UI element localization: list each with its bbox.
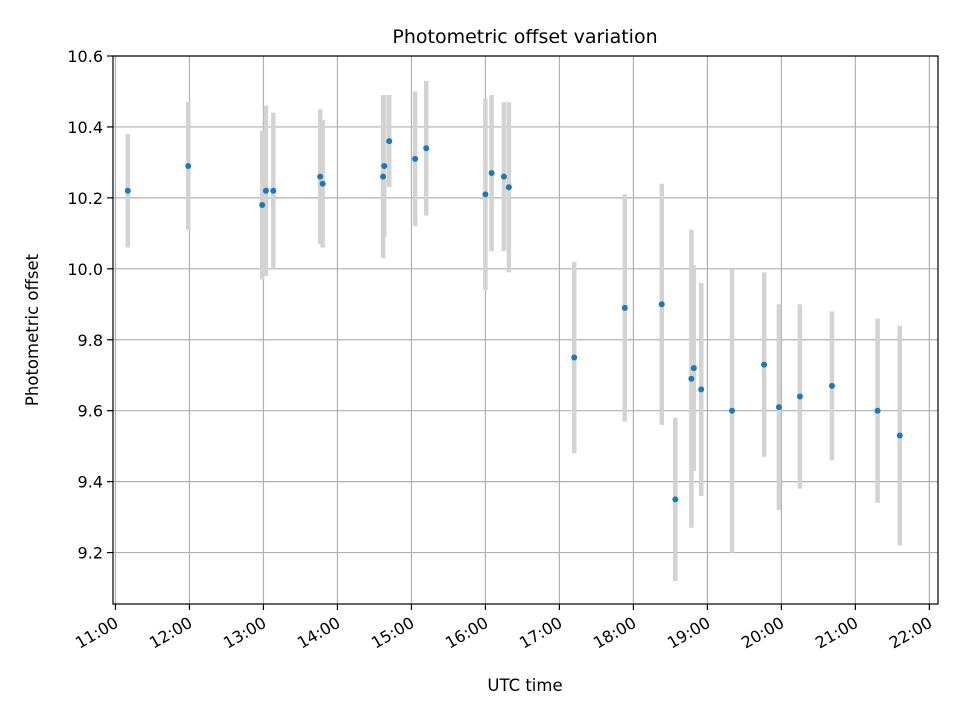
data-point	[761, 361, 768, 368]
data-point	[505, 184, 512, 191]
data-point	[658, 301, 665, 308]
y-tick-label: 10.0	[67, 260, 103, 279]
plot-frame	[112, 55, 939, 605]
data-point	[672, 496, 679, 503]
data-point	[262, 187, 269, 194]
data-point	[698, 386, 705, 393]
data-point	[688, 375, 695, 382]
data-point	[896, 432, 903, 439]
y-tick-label: 10.4	[67, 118, 103, 137]
data-point	[423, 145, 430, 152]
data-point	[270, 187, 277, 194]
data-point	[412, 155, 419, 162]
x-axis-label: UTC time	[487, 676, 562, 695]
data-point	[796, 393, 803, 400]
data-point	[775, 404, 782, 411]
data-point	[874, 407, 881, 414]
y-tick-label: 10.2	[67, 189, 103, 208]
data-point	[571, 354, 578, 361]
chart-title: Photometric offset variation	[392, 26, 657, 48]
y-tick-label: 9.4	[78, 473, 103, 492]
data-point	[380, 173, 387, 180]
data-point	[317, 173, 324, 180]
data-point	[482, 191, 489, 198]
y-axis-label: Photometric offset	[23, 253, 42, 406]
y-tick-label: 10.6	[67, 47, 103, 66]
y-tick-label: 9.6	[78, 402, 103, 421]
data-point	[381, 162, 388, 169]
data-point	[828, 382, 835, 389]
data-point	[124, 187, 131, 194]
data-point	[259, 201, 266, 208]
data-point	[185, 162, 192, 169]
data-point	[488, 170, 495, 177]
data-point	[500, 173, 507, 180]
y-tick-label: 9.8	[78, 331, 103, 350]
data-point	[621, 304, 628, 311]
data-point	[690, 365, 697, 372]
data-points	[124, 138, 903, 503]
y-tick-label: 9.2	[78, 544, 103, 563]
data-point	[319, 180, 326, 187]
data-point	[729, 407, 736, 414]
data-point	[386, 138, 393, 145]
